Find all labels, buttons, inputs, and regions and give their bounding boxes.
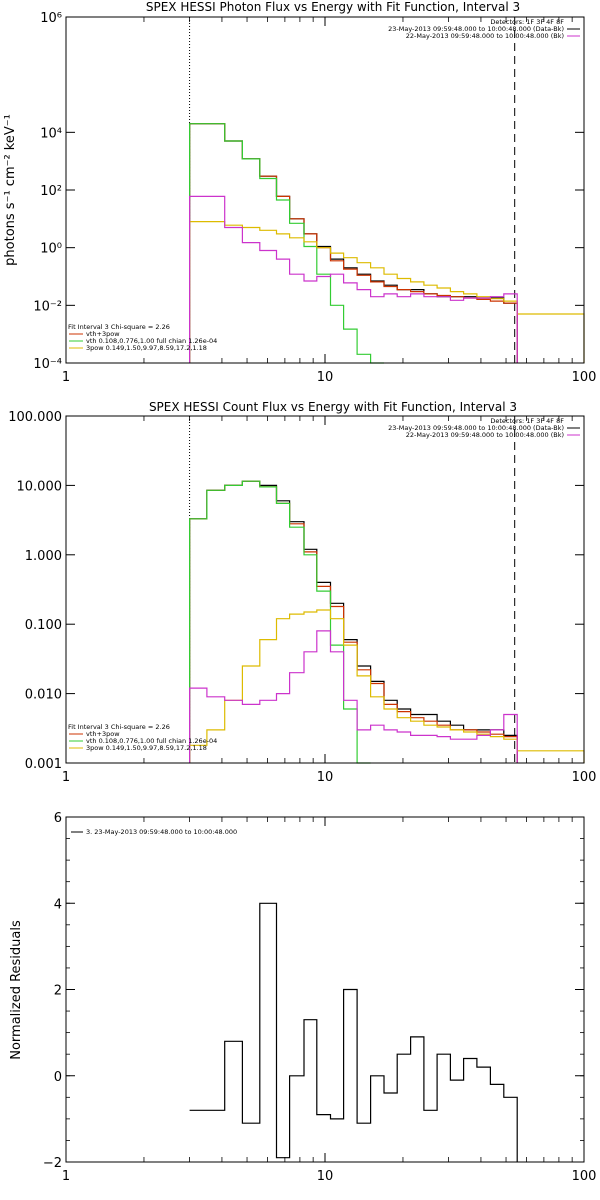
- photon-flux-xtick-label-1: 10: [317, 370, 334, 385]
- residuals-ylabel: Normalized Residuals: [9, 920, 24, 1060]
- residuals-xtick-label-0: 1: [62, 1169, 70, 1184]
- photon-flux-legend-bottom-2: vth 0.108,0.776,1.00 full chian 1.26e-04: [86, 337, 217, 345]
- photon-flux-ylabel: photons s⁻¹ cm⁻² keV⁻¹: [3, 114, 18, 266]
- photon-flux-legend-bottom-0: Fit Interval 3 Chi-square = 2.26: [68, 323, 170, 331]
- photon-flux-ytick-label-2: 10⁰: [40, 242, 62, 257]
- count-flux-series-3-step-0: [189, 609, 585, 763]
- count-flux-xtick-label-2: 100: [572, 770, 597, 785]
- residuals-xtick-label-2: 100: [572, 1169, 597, 1184]
- photon-flux-xtick-label-2: 100: [572, 370, 597, 385]
- count-flux-series-0-step-0: [189, 480, 518, 763]
- photon-flux-panel: SPEX HESSI Photon Flux vs Energy with Fi…: [3, 0, 596, 385]
- photon-flux-legend-bottom-1: vth+3pow: [86, 330, 120, 338]
- residuals-ytick-label-1: 0: [54, 1070, 62, 1085]
- residuals-series-0-step-0: [189, 902, 518, 1162]
- photon-flux-ytick-label-4: 10⁴: [40, 126, 62, 141]
- photon-flux-series-4-step-0: [189, 195, 518, 363]
- photon-flux-xtick-label-0: 1: [62, 370, 70, 385]
- photon-flux-ytick-label-1: 10⁻²: [33, 299, 62, 314]
- count-flux-legend-top-2: 22-May-2013 09:59:48.000 to 10:00:48.000…: [406, 431, 564, 439]
- photon-flux-series-2-step-0: [189, 123, 384, 364]
- count-flux-ytick-label-5: 100.000: [8, 410, 62, 425]
- photon-flux-series-0-step-0: [189, 123, 518, 363]
- count-flux-panel: SPEX HESSI Count Flux vs Energy with Fit…: [8, 400, 596, 785]
- residuals-ytick-label-3: 4: [54, 897, 62, 912]
- photon-flux-series: [189, 17, 585, 364]
- photon-flux-legend-bottom-3: 3pow 0.149,1.50,9.97,8.59,17.2,1.18: [86, 344, 207, 352]
- residuals-plot-frame: [65, 816, 585, 1163]
- count-flux-ytick-label-1: 0.010: [25, 688, 62, 703]
- residuals-ticks: 1 10 100 −2 0 2 4 6: [43, 811, 597, 1184]
- photon-flux-series-3-step-0: [189, 221, 585, 363]
- residuals-ytick-label-4: 6: [54, 811, 62, 826]
- count-flux-ytick-label-3: 1.000: [25, 549, 62, 564]
- count-flux-legend-bottom-0: Fit Interval 3 Chi-square = 2.26: [68, 723, 170, 731]
- count-flux-series-1-step-0: [189, 480, 518, 763]
- photon-flux-series-1-step-0: [189, 123, 518, 363]
- count-flux-legend-bottom-2: vth 0.108,0.776,1.00 full chian 1.26e-04: [86, 737, 217, 745]
- count-flux-legend-top-1: 23-May-2013 09:59:48.000 to 10:00:48.000…: [388, 424, 564, 432]
- photon-flux-legend-top-2: 22-May-2013 09:59:48.000 to 10:00:48.000…: [406, 32, 564, 40]
- count-flux-legend-bottom-1: vth+3pow: [86, 730, 120, 738]
- count-flux-ytick-label-0: 0.001: [25, 757, 62, 772]
- count-flux-ytick-label-4: 10.000: [17, 479, 63, 494]
- photon-flux-ticks: 1 10 100 10⁻⁴ 10⁻² 10⁰ 10² 10⁴ 10⁶: [33, 11, 596, 385]
- photon-flux-ytick-label-3: 10²: [40, 184, 62, 199]
- photon-flux-legend-top-0: Detectors: 1F 3F 4F 8F: [490, 18, 564, 26]
- residuals-ytick-label-2: 2: [54, 984, 62, 999]
- count-flux-xtick-label-0: 1: [62, 770, 70, 785]
- count-flux-xtick-label-1: 10: [317, 770, 334, 785]
- photon-flux-title: SPEX HESSI Photon Flux vs Energy with Fi…: [146, 0, 520, 14]
- count-flux-title: SPEX HESSI Count Flux vs Energy with Fit…: [149, 400, 517, 414]
- count-flux-legend-top-0: Detectors: 1F 3F 4F 8F: [490, 417, 564, 425]
- count-flux-plot-frame: [65, 415, 585, 764]
- photon-flux-ytick-label-0: 10⁻⁴: [33, 357, 62, 372]
- count-flux-legend-bottom-3: 3pow 0.149,1.50,9.97,8.59,17.2,1.18: [86, 744, 207, 752]
- count-flux-ytick-label-2: 0.100: [25, 618, 62, 633]
- photon-flux-legend-top-1: 23-May-2013 09:59:48.000 to 10:00:48.000…: [388, 25, 564, 33]
- residuals-legend-0: 3. 23-May-2013 09:59:48.000 to 10:00:48.…: [86, 828, 237, 836]
- count-flux-series-4-step-0: [189, 630, 518, 763]
- photon-flux-plot-frame: [65, 16, 585, 364]
- residuals-legend: 3. 23-May-2013 09:59:48.000 to 10:00:48.…: [71, 828, 237, 836]
- photon-flux-ytick-label-5: 10⁶: [40, 11, 62, 26]
- residuals-xtick-label-1: 10: [317, 1169, 334, 1184]
- count-flux-series: [189, 416, 585, 764]
- residuals-panel: Normalized Residuals 1 10 100 −2 0 2 4 6 3. 23-…: [9, 811, 596, 1184]
- residuals-series: [189, 902, 518, 1162]
- residuals-ytick-label-0: −2: [43, 1156, 62, 1171]
